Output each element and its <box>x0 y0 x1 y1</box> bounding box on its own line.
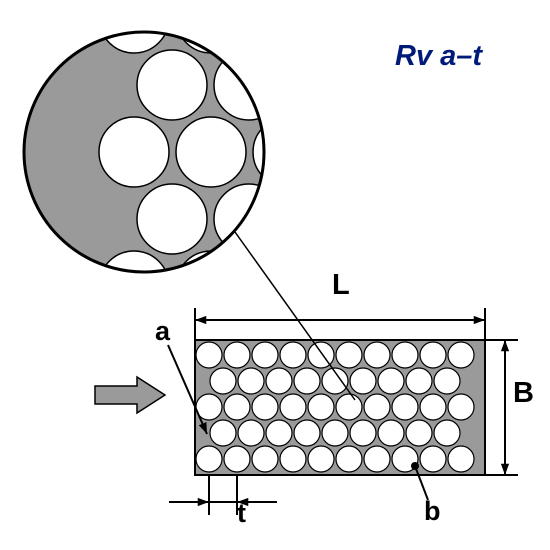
plate-hole <box>336 342 362 368</box>
plate-hole <box>350 420 376 446</box>
lens-hole <box>330 0 400 53</box>
plate-hole <box>364 394 390 420</box>
lens-hole <box>99 251 169 321</box>
plate-hole <box>406 420 432 446</box>
dim-label-B: B <box>513 377 534 410</box>
plate-hole <box>280 394 306 420</box>
plate-hole <box>406 368 432 394</box>
plate-hole <box>336 446 362 472</box>
plate-hole <box>448 342 474 368</box>
plate-hole <box>280 342 306 368</box>
plate-hole <box>392 342 418 368</box>
perforated-plate <box>195 340 485 475</box>
lens-hole <box>176 117 246 187</box>
lens-hole <box>214 184 284 254</box>
plate-hole <box>266 420 292 446</box>
dim-label-t: t <box>237 498 246 529</box>
plate-hole <box>252 394 278 420</box>
plate-hole <box>210 420 236 446</box>
plate-hole <box>224 342 250 368</box>
lens-hole <box>99 117 169 187</box>
dim-label-L: L <box>332 269 350 302</box>
plate-hole <box>280 446 306 472</box>
lens-hole <box>253 251 323 321</box>
lens-hole <box>137 184 207 254</box>
plate-hole <box>294 368 320 394</box>
lens-hole <box>253 0 323 53</box>
feed-arrow <box>95 377 165 413</box>
plate-hole <box>322 420 348 446</box>
plate-hole <box>420 342 446 368</box>
lens-hole <box>330 117 400 187</box>
dim-t <box>169 475 277 515</box>
plate-hole <box>448 394 474 420</box>
plate-hole <box>196 342 222 368</box>
lens-hole <box>291 50 361 120</box>
plate-hole <box>434 368 460 394</box>
plate-hole <box>224 446 250 472</box>
plate-hole <box>266 368 292 394</box>
plate-hole <box>350 368 376 394</box>
lens-hole <box>407 251 477 321</box>
lens-hole <box>214 50 284 120</box>
plate-hole <box>336 394 362 420</box>
dim-L <box>195 308 485 340</box>
plate-hole <box>196 446 222 472</box>
plate-hole <box>294 420 320 446</box>
lens-hole <box>407 117 477 187</box>
lens-hole <box>137 50 207 120</box>
lens-hole <box>176 251 246 321</box>
plate-hole <box>224 394 250 420</box>
plate-hole <box>420 446 446 472</box>
dim-label-b: b <box>424 496 441 527</box>
plate-hole <box>420 394 446 420</box>
plate-hole <box>364 446 390 472</box>
dim-label-a: a <box>155 316 170 347</box>
plate-hole <box>238 420 264 446</box>
plate-hole <box>308 394 334 420</box>
plate-hole <box>378 420 404 446</box>
plate-hole <box>364 342 390 368</box>
plate-hole <box>238 368 264 394</box>
plate-hole <box>210 368 236 394</box>
plate-hole <box>308 446 334 472</box>
plate-hole <box>252 342 278 368</box>
plate-hole <box>392 394 418 420</box>
plate-hole <box>252 446 278 472</box>
plate-hole <box>378 368 404 394</box>
plate-hole <box>434 420 460 446</box>
lens-hole <box>368 184 438 254</box>
diagram-title: Rv a–t <box>395 40 482 73</box>
lens-hole <box>291 184 361 254</box>
plate-hole <box>448 446 474 472</box>
